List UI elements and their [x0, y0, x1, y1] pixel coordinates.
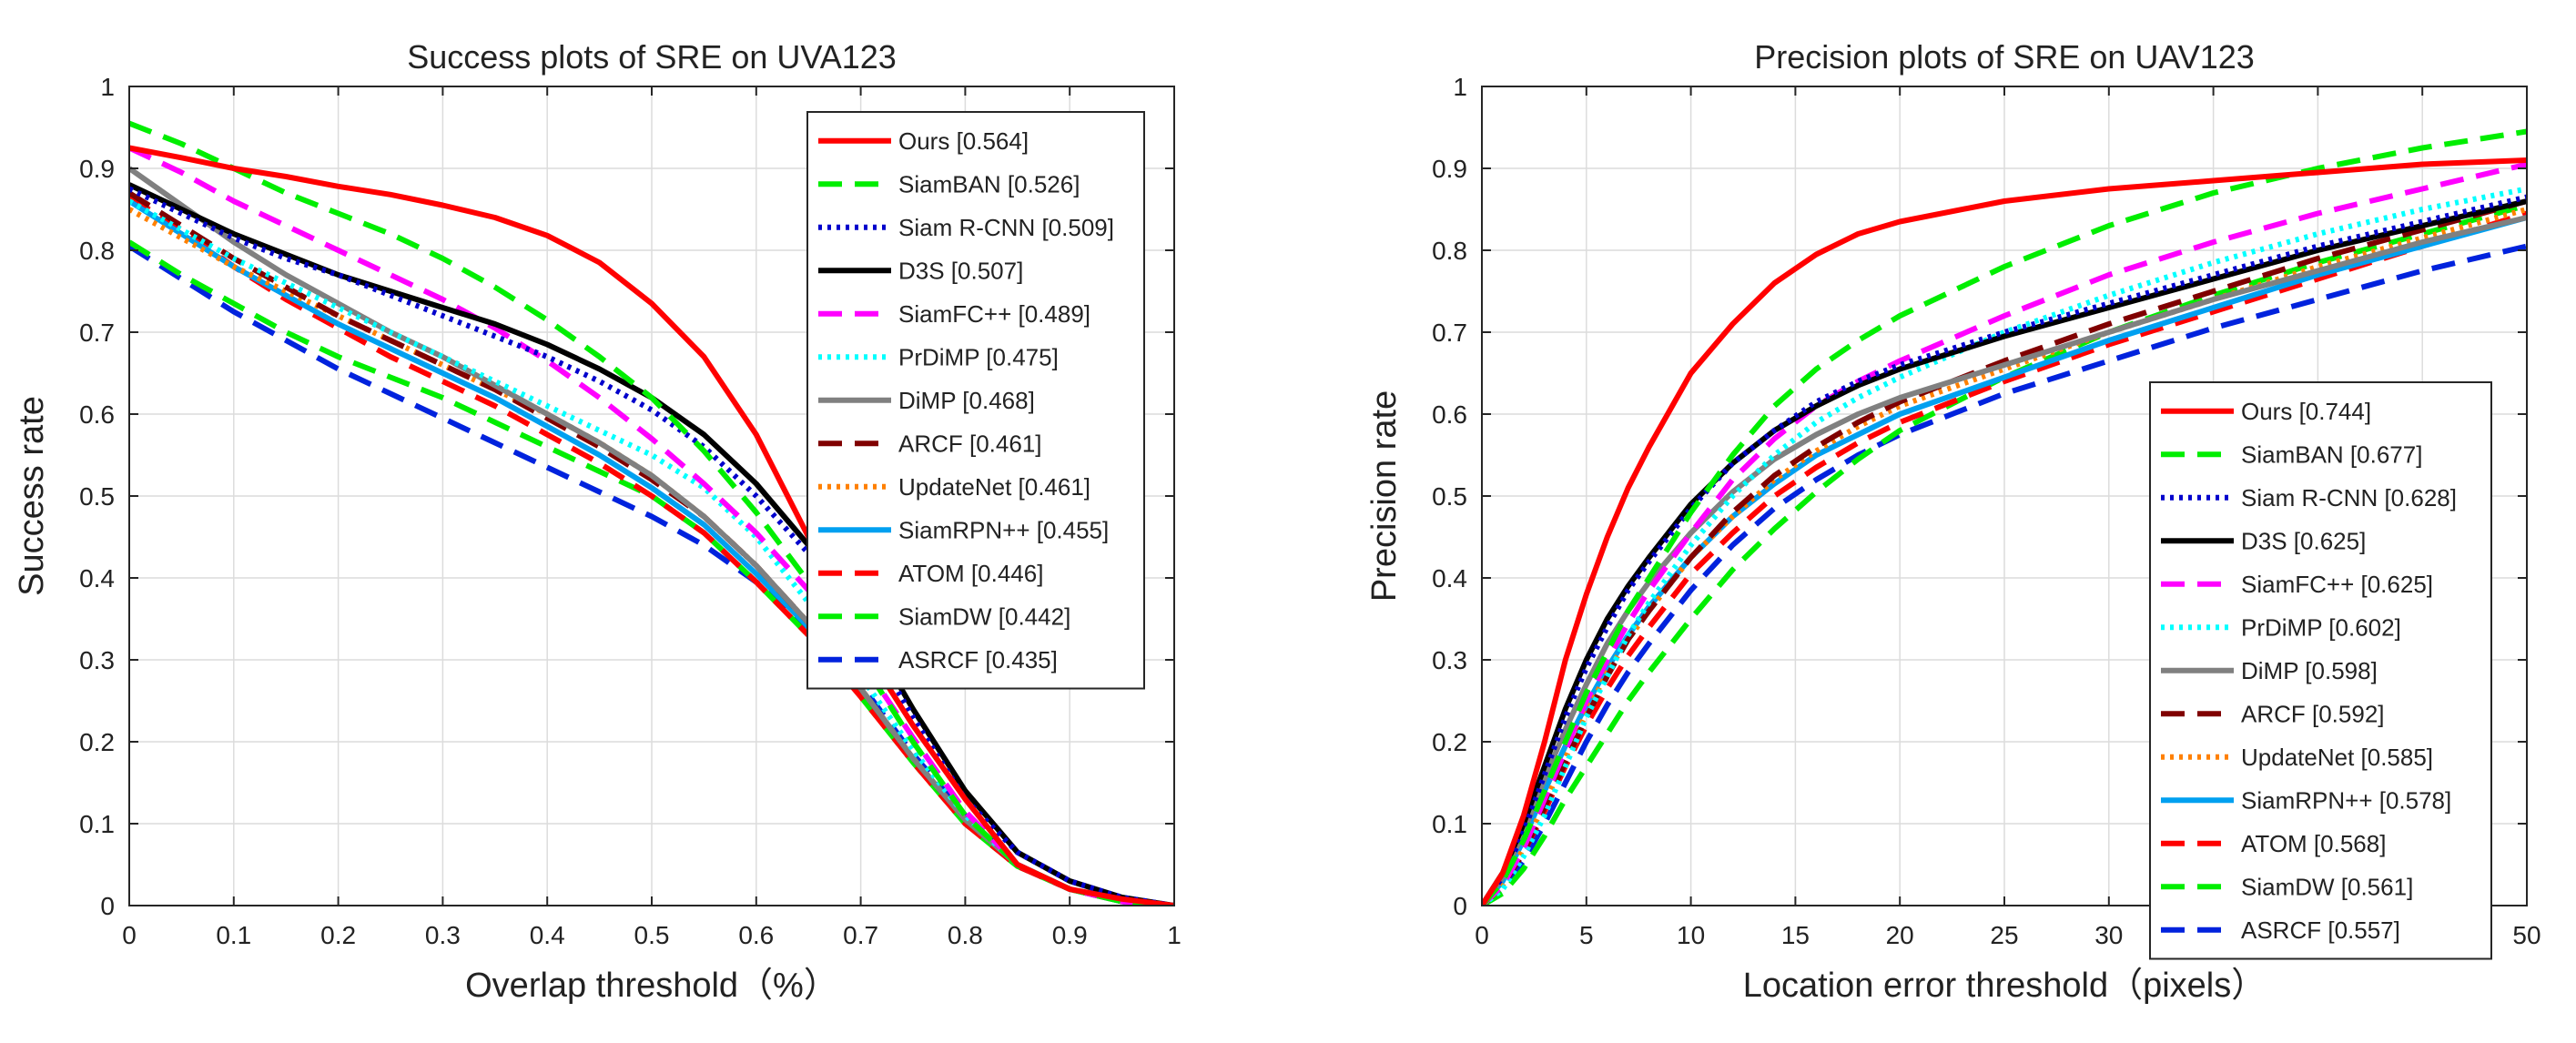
y-tick-label: 0.3 — [1432, 646, 1467, 674]
legend-label-ATOM: ATOM [0.568] — [2241, 830, 2386, 857]
x-tick-label: 0.2 — [320, 921, 356, 949]
chart-title: Precision plots of SRE on UAV123 — [1754, 38, 2255, 76]
series-line-UpdateNet — [1482, 207, 2527, 906]
y-tick-label: 0.9 — [1432, 155, 1467, 183]
series-line-ASRCF — [1482, 243, 2527, 906]
legend-label-ASRCF: ASRCF [0.557] — [2241, 916, 2400, 944]
legend-label-Siam R-CNN: Siam R-CNN [0.509] — [898, 214, 1114, 241]
y-tick-label: 0.7 — [1432, 319, 1467, 347]
series-line-PrDiMP — [1482, 186, 2527, 906]
series-line-Ours — [129, 145, 1174, 906]
y-tick-label: 0.5 — [79, 482, 115, 511]
y-tick-label: 0.5 — [1432, 482, 1467, 511]
y-tick-label: 0.3 — [79, 646, 115, 674]
chart-precision: 0510152025303540455000.10.20.30.40.50.60… — [1365, 38, 2541, 1005]
series-line-DiMP — [1482, 215, 2527, 906]
series-line-SiamBAN — [129, 120, 1174, 906]
legend-label-SiamRPN++: SiamRPN++ [0.578] — [2241, 786, 2451, 814]
series-line-SiamFC++ — [1482, 161, 2527, 906]
x-tick-label: 50 — [2512, 921, 2541, 949]
legend-label-UpdateNet: UpdateNet [0.461] — [898, 473, 1090, 501]
legend-label-D3S: D3S [0.625] — [2241, 527, 2366, 554]
x-tick-label: 0.3 — [425, 921, 461, 949]
legend-label-SiamDW: SiamDW [0.561] — [2241, 873, 2413, 900]
y-tick-label: 0.9 — [79, 155, 115, 183]
chart-title: Success plots of SRE on UVA123 — [407, 38, 897, 76]
x-tick-label: 25 — [1990, 921, 2018, 949]
x-tick-label: 15 — [1781, 921, 1810, 949]
y-tick-label: 1 — [1453, 73, 1467, 101]
series-group — [129, 120, 1174, 906]
legend-label-PrDiMP: PrDiMP [0.602] — [2241, 613, 2401, 641]
legend-label-DiMP: DiMP [0.598] — [2241, 657, 2378, 684]
y-tick-label: 0.8 — [1432, 237, 1467, 265]
y-tick-label: 0.2 — [79, 728, 115, 756]
legend-label-DiMP: DiMP [0.468] — [898, 387, 1035, 414]
y-tick-label: 0.8 — [79, 237, 115, 265]
series-group — [1482, 128, 2527, 906]
chart-success: 0 0.1 0.2 0.3 0.4 0.5 0.6 0.7 0.8 0.9 1 0 0.1 0.2 0.3 0… — [13, 38, 1182, 1005]
y-tick-label: 0.1 — [1432, 810, 1467, 838]
legend: Ours [0.564] SiamBAN [0.526] Siam R-CNN [0… — [806, 111, 1145, 690]
series-line-SiamDW — [1482, 202, 2527, 906]
y-tick-label: 1 — [100, 73, 115, 101]
x-tick-label: 30 — [2094, 921, 2123, 949]
x-tick-label: 0.9 — [1052, 921, 1088, 949]
y-tick-label: 0.1 — [79, 810, 115, 838]
series-line-Siam R-CNN — [129, 186, 1174, 906]
series-line-Siam R-CNN — [1482, 194, 2527, 906]
x-tick-label: 0.7 — [843, 921, 878, 949]
legend-label-ATOM: ATOM [0.446] — [898, 560, 1043, 587]
y-tick-label: 0.6 — [1432, 400, 1467, 429]
legend-label-SiamFC++: SiamFC++ [0.625] — [2241, 571, 2433, 598]
x-tick-label: 0 — [1475, 921, 1489, 949]
legend-label-ASRCF: ASRCF [0.435] — [898, 646, 1058, 673]
legend-label-SiamDW: SiamDW [0.442] — [898, 603, 1070, 630]
x-tick-label: 20 — [1886, 921, 1914, 949]
legend-label-Siam R-CNN: Siam R-CNN [0.628] — [2241, 484, 2457, 511]
x-tick-label: 0.5 — [634, 921, 670, 949]
y-tick-label: 0 — [1453, 892, 1467, 920]
x-tick-label: 0.1 — [216, 921, 251, 949]
y-tick-label: 0.7 — [79, 319, 115, 347]
series-line-D3S — [1482, 198, 2527, 906]
series-line-Ours — [1482, 157, 2527, 906]
y-tick-label: 0.4 — [1432, 564, 1467, 592]
y-axis-label: Success rate — [13, 396, 51, 596]
legend-label-SiamFC++: SiamFC++ [0.489] — [898, 300, 1090, 328]
legend-label-SiamRPN++: SiamRPN++ [0.455] — [898, 516, 1109, 543]
y-tick-label: 0 — [100, 892, 115, 920]
x-tick-label: 10 — [1677, 921, 1705, 949]
series-line-SiamBAN — [1482, 128, 2527, 906]
legend-label-D3S: D3S [0.507] — [898, 257, 1023, 284]
legend-label-UpdateNet: UpdateNet [0.585] — [2241, 744, 2433, 771]
y-tick-label: 0.4 — [79, 564, 115, 592]
legend: Ours [0.744] SiamBAN [0.677] Siam R-CNN [0… — [2149, 381, 2492, 960]
legend-label-ARCF: ARCF [0.592] — [2241, 700, 2385, 727]
legend-label-ARCF: ARCF [0.461] — [898, 430, 1042, 457]
legend-label-SiamBAN: SiamBAN [0.526] — [898, 170, 1080, 197]
x-tick-label: 1 — [1167, 921, 1182, 949]
y-tick-label: 0.6 — [79, 400, 115, 429]
legend-label-PrDiMP: PrDiMP [0.475] — [898, 343, 1059, 370]
x-tick-label: 0 — [122, 921, 137, 949]
x-tick-label: 0.4 — [530, 921, 565, 949]
x-axis-label: Overlap threshold（%） — [465, 967, 838, 1005]
x-tick-label: 5 — [1579, 921, 1594, 949]
x-axis-label: Location error threshold（pixels） — [1743, 967, 2267, 1005]
legend-label-SiamBAN: SiamBAN [0.677] — [2241, 440, 2422, 468]
y-axis-label: Precision rate — [1365, 390, 1404, 602]
x-tick-label: 0.8 — [948, 921, 983, 949]
x-tick-label: 0.6 — [738, 921, 774, 949]
y-tick-label: 0.2 — [1432, 728, 1467, 756]
legend-label-Ours: Ours [0.564] — [898, 127, 1029, 155]
series-line-ARCF — [1482, 198, 2527, 906]
legend-label-Ours: Ours [0.744] — [2241, 398, 2371, 425]
series-line-SiamDW — [129, 239, 1174, 906]
